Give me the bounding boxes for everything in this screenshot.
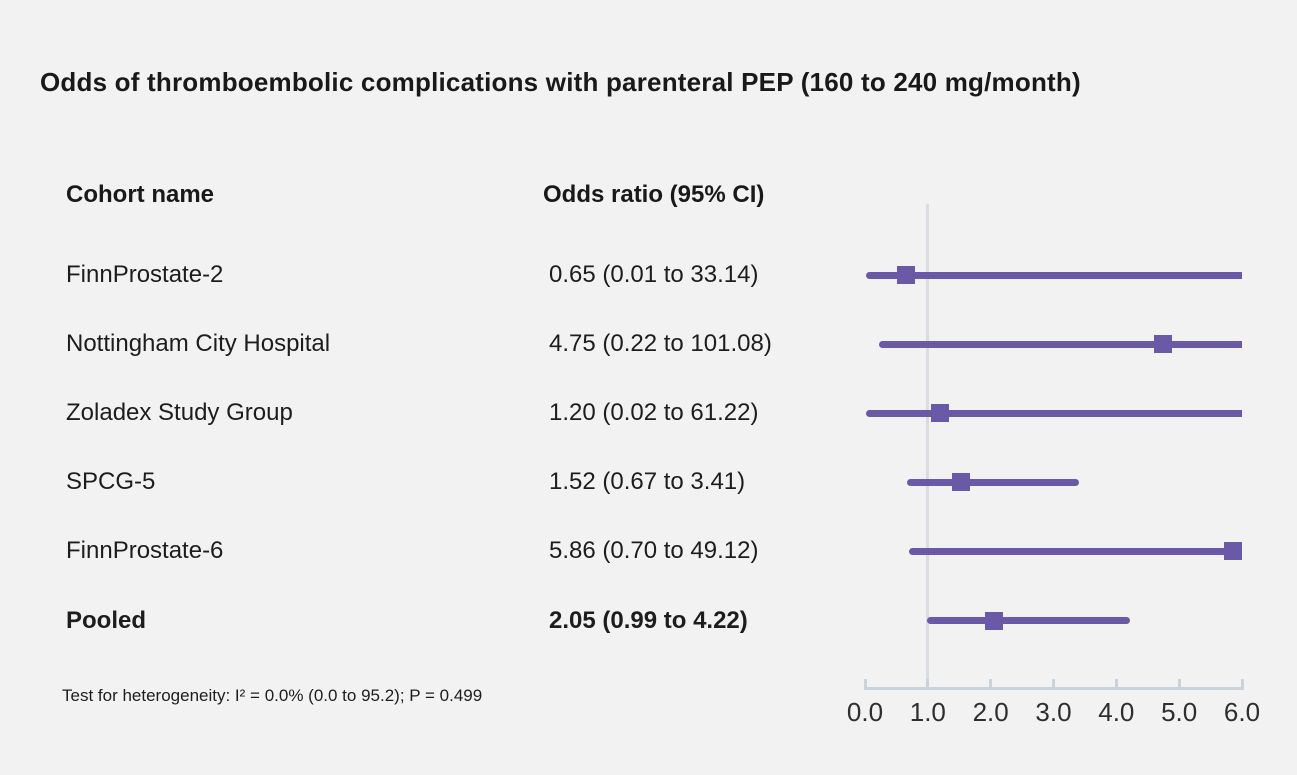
or-marker-1 [896, 266, 915, 284]
odds-ratio-value-6: 2.05 (0.99 to 4.22) [549, 606, 748, 634]
or-marker-4 [951, 473, 970, 492]
cohort-name-5: FinnProstate-6 [66, 537, 224, 565]
or-marker-3 [931, 404, 950, 423]
or-marker-6 [984, 611, 1003, 630]
x-axis-tick-label-3.0: 3.0 [1035, 697, 1072, 727]
x-axis-tick-label-5.0: 5.0 [1161, 697, 1198, 727]
odds-ratio-value-3: 1.20 (0.02 to 61.22) [549, 399, 759, 427]
x-axis-tick-label-0.0: 0.0 [846, 697, 884, 727]
odds-ratio-value-5: 5.86 (0.70 to 49.12) [549, 537, 759, 565]
reference-line-or-1 [926, 204, 930, 688]
odds-ratio-value-2: 4.75 (0.22 to 101.08) [549, 330, 772, 358]
ci-line-3 [866, 409, 1242, 417]
cohort-name-1: FinnProstate-2 [66, 261, 224, 288]
column-header-odds-ratio: Odds ratio (95% CI) [543, 181, 765, 208]
x-axis-tick-5.0 [1177, 679, 1181, 688]
cohort-name-4: SPCG-5 [66, 468, 156, 496]
or-marker-2 [1154, 335, 1173, 354]
x-axis-tick-1.0 [926, 679, 930, 688]
ci-line-1 [865, 271, 1242, 279]
ci-line-5 [908, 547, 1242, 555]
cohort-name-3: Zoladex Study Group [66, 399, 293, 427]
odds-ratio-value-1: 0.65 (0.01 to 33.14) [549, 261, 759, 288]
odds-ratio-value-4: 1.52 (0.67 to 3.41) [549, 468, 746, 496]
ci-line-2 [878, 340, 1242, 348]
x-axis-tick-0.0 [863, 679, 867, 688]
cohort-name-6: Pooled [66, 606, 147, 634]
x-axis-tick-4.0 [1114, 679, 1118, 688]
x-axis-tick-label-2.0: 2.0 [972, 697, 1009, 727]
x-axis-tick-label-6.0: 6.0 [1223, 697, 1261, 727]
x-axis-tick-6.0 [1240, 679, 1244, 688]
cohort-name-2: Nottingham City Hospital [66, 330, 331, 358]
x-axis-tick-label-4.0: 4.0 [1098, 697, 1135, 727]
x-axis-line [863, 687, 1244, 690]
x-axis-tick-3.0 [1052, 679, 1055, 688]
chart-title: Odds of thromboembolic complications wit… [40, 67, 1081, 97]
ci-line-6 [927, 617, 1131, 624]
or-marker-5 [1224, 542, 1243, 561]
ci-line-4 [907, 478, 1080, 486]
heterogeneity-footnote: Test for heterogeneity: I² = 0.0% (0.0 t… [62, 686, 483, 705]
x-axis-tick-label-1.0: 1.0 [909, 697, 946, 727]
x-axis-tick-2.0 [989, 679, 993, 688]
column-header-cohort-name: Cohort name [66, 181, 215, 208]
